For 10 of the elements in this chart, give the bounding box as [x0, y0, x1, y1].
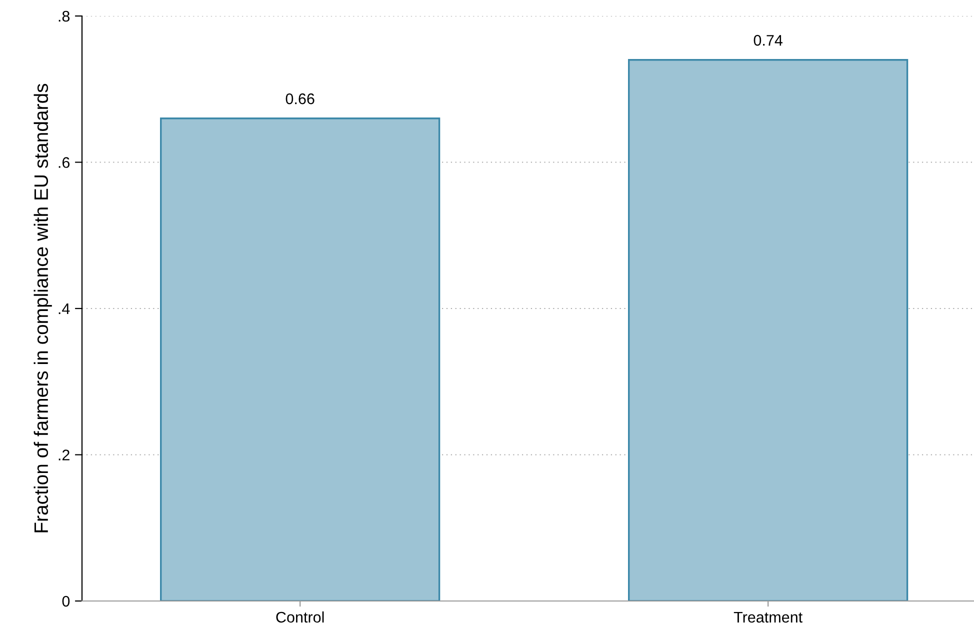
x-tick-label: Control [276, 611, 324, 623]
y-tick-label: .8 [58, 10, 70, 22]
data-label: 0.74 [754, 34, 783, 46]
y-tick-label: 0 [62, 596, 70, 607]
y-tick-label: .4 [58, 304, 70, 314]
data-label: 0.66 [286, 93, 314, 104]
y-tick-label: .6 [58, 157, 70, 168]
x-tick-label: Treatment [734, 612, 802, 623]
y-tick-label: .2 [58, 450, 70, 460]
y-axis-title: Fraction of farmers in compliance with EU standards [34, 84, 52, 532]
